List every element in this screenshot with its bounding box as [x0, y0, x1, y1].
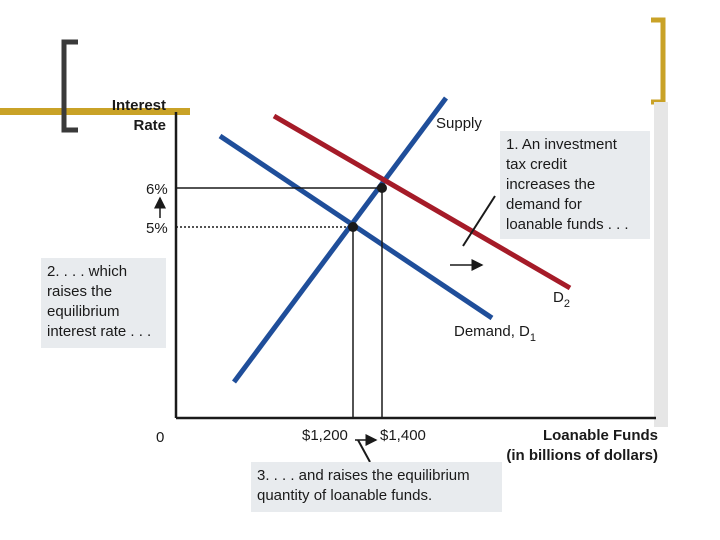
d1-label: Demand, D1: [454, 322, 536, 344]
x-axis-label-line2: (in billions of dollars): [506, 447, 658, 464]
initial-equilibrium-point: [348, 222, 358, 232]
left-bracket: [61, 39, 78, 133]
note-raises-interest-rate: 2. . . . which raises the equilibrium in…: [41, 258, 166, 348]
tick-rate-5: 5%: [146, 220, 168, 237]
supply-curve: [231, 96, 449, 384]
y-axis-label-line1: Interest: [111, 97, 166, 114]
d2-label-sub: 2: [563, 298, 570, 310]
d2-label: D2: [553, 288, 570, 310]
note3-line: 3. . . . and raises the equilibrium: [257, 467, 470, 484]
tick-rate-6: 6%: [146, 181, 168, 198]
note1-pointer: [462, 195, 496, 247]
note2-line: 2. . . . which: [47, 263, 128, 280]
note3-line: quantity of loanable funds.: [257, 487, 433, 504]
supply-label: Supply: [436, 115, 482, 132]
note2-line: equilibrium: [47, 303, 120, 320]
note1-line: increases the: [506, 176, 596, 193]
tick-qty-1400: $1,400: [380, 427, 426, 444]
note3-pointer: [357, 439, 371, 463]
gold-accent-bar: [0, 108, 190, 115]
y-axis-label-line2: Rate: [133, 117, 166, 134]
note1-line: 1. An investment: [506, 136, 617, 153]
y-axis-label: Interest Rate: [100, 96, 166, 136]
d1-label-main: Demand, D: [454, 323, 530, 340]
d2-label-main: D: [553, 289, 564, 306]
x-axis-label: Loanable Funds (in billions of dollars): [486, 426, 658, 466]
demand-d2-curve: [272, 113, 572, 291]
x-axis-label-line1: Loanable Funds: [542, 427, 658, 444]
note-raises-quantity: 3. . . . and raises the equilibrium quan…: [251, 462, 502, 512]
note2-line: interest rate . . .: [47, 323, 152, 340]
note-investment-tax-credit: 1. An investment tax credit increases th…: [500, 131, 650, 239]
d1-label-sub: 1: [529, 332, 536, 344]
tick-qty-1200: $1,200: [302, 427, 348, 444]
new-equilibrium-point: [377, 183, 387, 193]
origin-label: 0: [156, 429, 165, 446]
slide-edge-shadow: [654, 102, 668, 427]
note1-line: demand for: [506, 196, 582, 213]
note2-line: raises the: [47, 283, 113, 300]
note1-line: tax credit: [506, 156, 567, 173]
note1-line: loanable funds . . .: [506, 216, 629, 233]
right-bracket: [651, 17, 666, 105]
